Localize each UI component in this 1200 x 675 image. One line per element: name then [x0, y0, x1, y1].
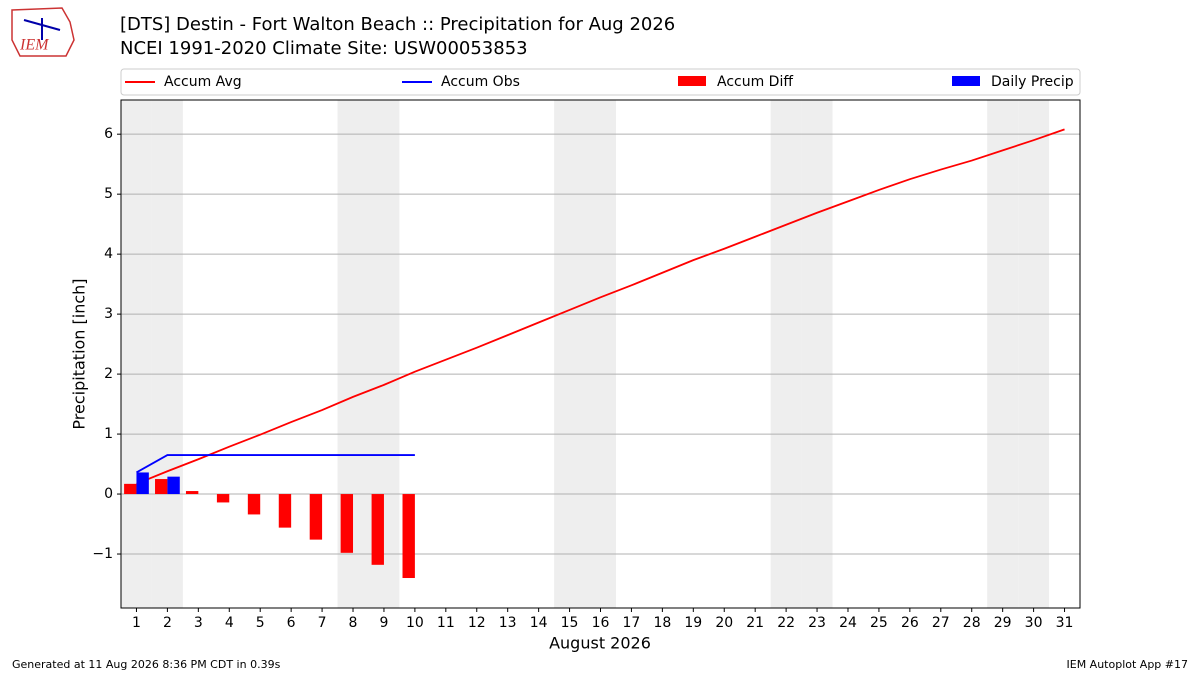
x-tick-label: 31 — [1056, 615, 1074, 631]
legend-swatch — [678, 76, 706, 86]
x-tick-label: 9 — [379, 615, 388, 631]
x-tick-label: 18 — [653, 615, 671, 631]
bar — [216, 494, 230, 503]
bar — [155, 479, 168, 495]
x-tick-label: 2 — [163, 615, 172, 631]
x-tick-label: 10 — [406, 615, 424, 631]
bar — [402, 494, 415, 579]
weekend-shade — [554, 100, 586, 608]
line — [136, 128, 1065, 485]
x-tick-label: 27 — [932, 615, 950, 631]
legend-label: Daily Precip — [991, 74, 1074, 90]
weekend-shade — [801, 100, 833, 608]
x-tick-label: 17 — [623, 615, 641, 631]
y-tick-label: 4 — [104, 246, 113, 262]
y-tick-label: 6 — [104, 126, 113, 142]
logo-text: IEM — [19, 37, 50, 54]
bar — [167, 476, 180, 495]
x-tick-label: 6 — [287, 615, 296, 631]
bar — [340, 494, 354, 553]
legend-swatch — [952, 76, 980, 86]
y-tick-label: 0 — [104, 486, 113, 502]
line — [136, 454, 415, 474]
bar — [185, 491, 199, 495]
legend — [120, 68, 1081, 96]
weekend-shade — [1018, 100, 1050, 608]
weekend-shade — [585, 100, 616, 608]
x-tick-label: 16 — [592, 615, 610, 631]
x-tick-label: 11 — [437, 615, 455, 631]
y-tick-label: 3 — [104, 306, 113, 322]
x-tick-label: 29 — [994, 615, 1012, 631]
y-tick-label: 1 — [104, 426, 113, 442]
x-tick-label: 12 — [468, 615, 486, 631]
legend-label: Accum Obs — [441, 74, 520, 90]
bar — [309, 494, 323, 540]
y-tick-label: −1 — [92, 546, 113, 562]
x-tick-label: 8 — [349, 615, 358, 631]
x-tick-label: 24 — [839, 615, 857, 631]
y-tick-label: 2 — [104, 366, 113, 382]
weekend-shade — [987, 100, 1019, 608]
x-tick-label: 13 — [499, 615, 517, 631]
y-tick-label: 5 — [104, 186, 113, 202]
x-tick-label: 26 — [901, 615, 919, 631]
x-tick-label: 5 — [256, 615, 265, 631]
x-tick-label: 30 — [1025, 615, 1043, 631]
x-tick-label: 28 — [963, 615, 981, 631]
weekend-shade — [121, 100, 152, 608]
x-tick-label: 4 — [225, 615, 234, 631]
bar — [124, 483, 137, 495]
footer-right: IEM Autoplot App #17 — [1067, 658, 1189, 671]
x-tick-label: 20 — [715, 615, 733, 631]
bar — [247, 494, 261, 515]
x-tick-label: 1 — [132, 615, 141, 631]
legend-label: Accum Diff — [717, 74, 793, 90]
weekend-shade — [151, 100, 183, 608]
chart-subtitle: NCEI 1991-2020 Climate Site: USW00053853 — [120, 38, 528, 59]
logo: IEM — [11, 7, 75, 57]
x-tick-label: 19 — [684, 615, 702, 631]
x-tick-label: 7 — [318, 615, 327, 631]
plot-frame — [120, 99, 1081, 609]
x-tick-label: 15 — [561, 615, 579, 631]
bar — [371, 494, 384, 565]
x-tick-label: 21 — [746, 615, 764, 631]
x-tick-label: 3 — [194, 615, 203, 631]
weekend-shade — [770, 100, 802, 608]
x-axis-label: August 2026 — [549, 634, 651, 653]
x-tick-label: 25 — [870, 615, 888, 631]
footer-left: Generated at 11 Aug 2026 8:36 PM CDT in … — [12, 658, 281, 671]
chart-title: [DTS] Destin - Fort Walton Beach :: Prec… — [120, 14, 675, 35]
bar — [278, 494, 292, 528]
legend-label: Accum Avg — [164, 74, 242, 90]
x-tick-label: 23 — [808, 615, 826, 631]
x-tick-label: 22 — [777, 615, 795, 631]
y-axis-label: Precipitation [inch] — [70, 278, 89, 429]
x-tick-label: 14 — [530, 615, 548, 631]
bar — [136, 472, 149, 495]
